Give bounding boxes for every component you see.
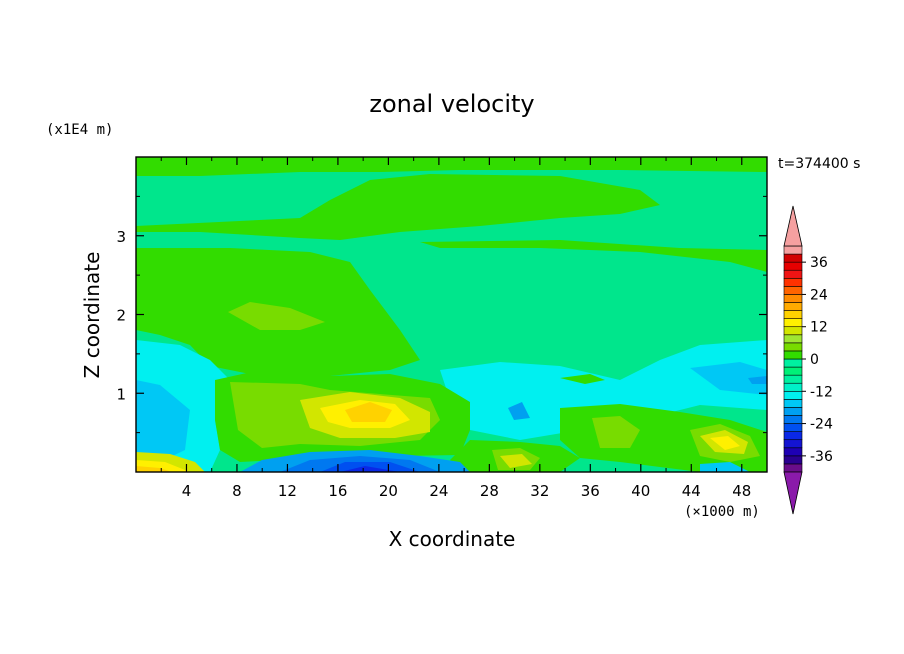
colorbar-swatch bbox=[783, 390, 803, 400]
colorbar-swatch bbox=[783, 334, 803, 344]
x-tick-label: 4 bbox=[182, 482, 192, 500]
x-tick-label: 12 bbox=[278, 482, 297, 500]
x-unit-label: (×1000 m) bbox=[684, 504, 760, 520]
colorbar-swatch bbox=[783, 318, 803, 328]
colorbar-tick-label: 12 bbox=[810, 320, 828, 336]
colorbar-swatch bbox=[783, 358, 803, 368]
colorbar-swatch bbox=[783, 374, 803, 384]
colorbar-swatch bbox=[783, 294, 803, 303]
y-tick-label: 1 bbox=[116, 385, 126, 403]
x-tick-label: 24 bbox=[429, 482, 448, 500]
colorbar-swatch bbox=[783, 310, 803, 319]
x-tick-label: 48 bbox=[732, 482, 751, 500]
colorbar-swatch bbox=[783, 269, 803, 279]
colorbar-swatch bbox=[783, 407, 803, 416]
colorbar-swatch bbox=[783, 277, 803, 287]
colorbar-swatch bbox=[783, 455, 803, 465]
x-tick-label: 28 bbox=[480, 482, 499, 500]
colorbar-swatch bbox=[783, 342, 803, 352]
y-axis-ticks: 1 2 3 bbox=[116, 195, 767, 434]
colorbar-swatch bbox=[783, 261, 803, 271]
time-label: t=374400 s bbox=[778, 156, 860, 172]
x-tick-label: 40 bbox=[631, 482, 650, 500]
colorbar-over-arrow bbox=[783, 205, 803, 247]
colorbar-swatch bbox=[783, 245, 803, 255]
y-unit-label: (x1E4 m) bbox=[46, 122, 113, 138]
contour-field bbox=[136, 157, 767, 472]
colorbar-swatch bbox=[783, 431, 803, 441]
colorbar-swatch bbox=[783, 463, 803, 473]
colorbar-swatch bbox=[783, 350, 803, 360]
colorbar-swatch bbox=[783, 366, 803, 376]
colorbar-tick-label: 0 bbox=[810, 352, 819, 368]
colorbar-swatch bbox=[783, 415, 803, 424]
x-tick-label: 16 bbox=[328, 482, 347, 500]
colorbar-tick-label: -36 bbox=[810, 449, 833, 465]
colorbar-tick-label: -24 bbox=[810, 417, 833, 433]
colorbar-swatch bbox=[783, 326, 803, 336]
y-tick-label: 3 bbox=[116, 228, 126, 246]
colorbar-swatch bbox=[783, 399, 803, 408]
colorbar-tick-label: -12 bbox=[810, 384, 833, 400]
colorbar-swatch bbox=[783, 302, 803, 311]
x-tick-label: 32 bbox=[530, 482, 549, 500]
x-tick-label: 36 bbox=[581, 482, 600, 500]
colorbar-swatch bbox=[783, 423, 803, 432]
x-tick-label: 20 bbox=[379, 482, 398, 500]
colorbar-under-arrow bbox=[783, 471, 803, 515]
colorbar: 36 24 12 0 -12 -24 -36 bbox=[783, 205, 833, 515]
colorbar-swatch bbox=[783, 382, 803, 392]
x-axis-ticks: 4 8 12 16 20 24 28 32 36 40 44 48 bbox=[160, 157, 751, 500]
colorbar-tick-label: 24 bbox=[810, 287, 828, 303]
colorbar-swatch bbox=[783, 439, 803, 449]
x-tick-label: 8 bbox=[232, 482, 242, 500]
x-axis-label: X coordinate bbox=[389, 527, 516, 551]
colorbar-swatch bbox=[783, 447, 803, 457]
y-tick-label: 2 bbox=[116, 307, 126, 325]
colorbar-swatch bbox=[783, 286, 803, 295]
chart-title: zonal velocity bbox=[369, 90, 534, 118]
y-axis-label: Z coordinate bbox=[80, 252, 104, 379]
colorbar-swatch bbox=[783, 253, 803, 263]
colorbar-tick-label: 36 bbox=[810, 255, 828, 271]
x-tick-label: 44 bbox=[682, 482, 701, 500]
